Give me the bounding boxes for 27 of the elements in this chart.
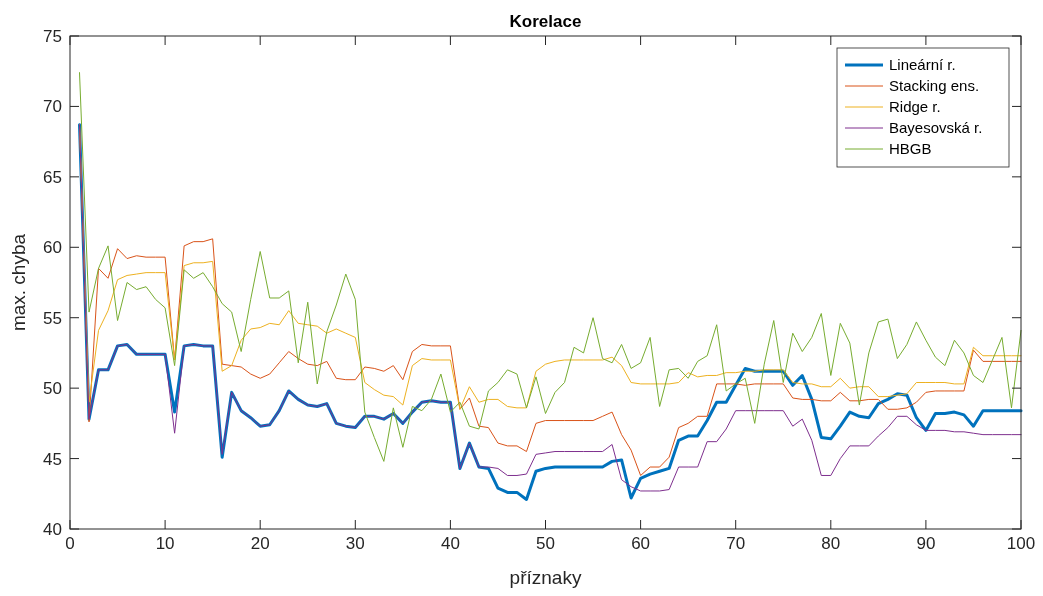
x-tick-label: 100: [1006, 534, 1036, 553]
x-tick-label: 30: [345, 534, 365, 553]
x-axis-title: příznaky: [509, 567, 582, 588]
chart-title: Korelace: [509, 12, 582, 31]
y-tick-label: 60: [43, 238, 62, 258]
x-tick-label: 10: [155, 534, 175, 553]
x-tick-label: 0: [65, 534, 75, 553]
y-tick-label: 70: [43, 97, 62, 117]
legend-label: HBGB: [889, 140, 932, 158]
y-tick-label: 50: [43, 379, 62, 399]
x-tick-label: 80: [821, 534, 841, 553]
x-tick-label: 90: [916, 534, 936, 553]
y-tick-label: 45: [43, 449, 62, 469]
legend-label: Ridge r.: [889, 98, 941, 116]
x-tick-label: 70: [726, 534, 746, 553]
legend-label: Lineární r.: [889, 56, 956, 74]
x-tick-label: 40: [440, 534, 460, 553]
y-tick-label: 55: [43, 308, 62, 328]
y-axis-title: max. chyba: [8, 233, 29, 332]
legend-label: Stacking ens.: [889, 77, 980, 95]
y-tick-label: 40: [43, 519, 62, 539]
y-tick-label: 65: [43, 167, 62, 187]
x-tick-label: 20: [250, 534, 270, 553]
legend-label: Bayesovská r.: [889, 119, 983, 137]
x-tick-label: 60: [631, 534, 651, 553]
y-tick-label: 75: [43, 26, 62, 46]
x-tick-label: 50: [536, 534, 555, 553]
